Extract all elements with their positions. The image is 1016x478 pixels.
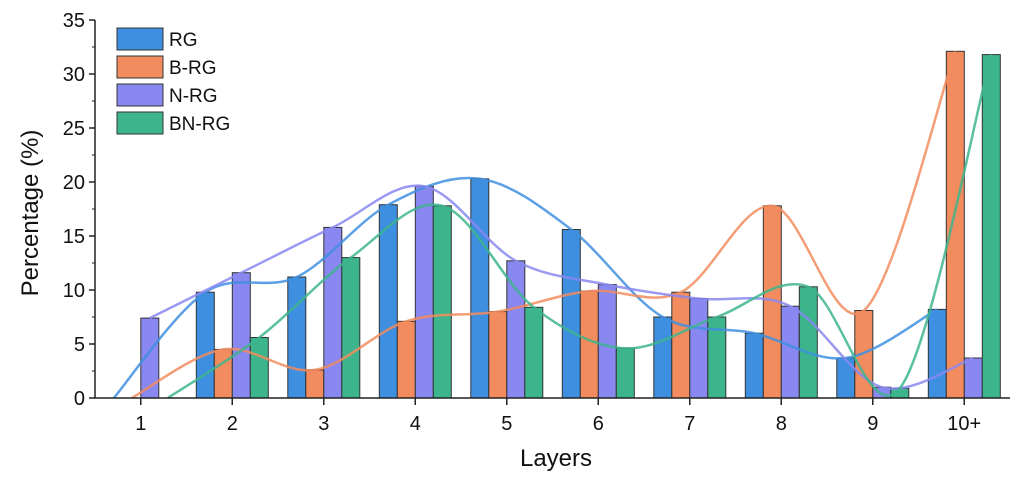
legend: RG B-RG N-RG BN-RG bbox=[116, 27, 230, 135]
fit-curves-layer bbox=[112, 50, 993, 400]
bar-rg-5 bbox=[470, 178, 490, 399]
bar-b-rg-6 bbox=[579, 290, 599, 399]
x-tick-label: 3 bbox=[318, 413, 329, 435]
y-tick-label: 35 bbox=[63, 10, 85, 32]
bar-rg-9 bbox=[836, 357, 856, 399]
bar-n-rg-8 bbox=[780, 305, 800, 399]
x-tick-label: 9 bbox=[867, 413, 878, 435]
legend-swatch-rg bbox=[116, 27, 164, 51]
axes-layer: 0 5 10 15 20 25 30 35 1 2 3 4 5 6 7 8 9 10+ bbox=[63, 10, 1010, 435]
bar-bn-rg-4 bbox=[432, 205, 452, 399]
bar-rg-7 bbox=[653, 316, 673, 399]
x-axis-title: Layers bbox=[520, 445, 592, 472]
y-tick-label: 0 bbox=[74, 388, 85, 410]
x-tick-label: 1 bbox=[135, 413, 146, 435]
bar-rg-4 bbox=[378, 204, 398, 399]
x-tick-label: 4 bbox=[410, 413, 421, 435]
bar-n-rg-3 bbox=[323, 226, 343, 399]
bar-bn-rg-2 bbox=[249, 337, 269, 399]
x-tick-label: 10+ bbox=[947, 413, 981, 435]
bar-bn-rg-6 bbox=[615, 347, 635, 399]
bar-n-rg-6 bbox=[597, 284, 617, 399]
bar-b-rg-5 bbox=[488, 311, 508, 399]
bar-rg-6 bbox=[561, 229, 581, 399]
y-tick-label: 25 bbox=[63, 118, 85, 140]
bar-b-rg-4 bbox=[396, 320, 416, 399]
y-tick-label: 30 bbox=[63, 64, 85, 86]
legend-swatch-n-rg bbox=[116, 83, 164, 107]
bar-bn-rg-3 bbox=[341, 257, 361, 399]
legend-swatch-bn-rg bbox=[116, 111, 164, 135]
bar-rg-3 bbox=[287, 276, 307, 399]
bar-b-rg-2 bbox=[213, 348, 233, 399]
bar-b-rg-10plus bbox=[945, 50, 965, 399]
fit-curve-b-rg bbox=[131, 50, 957, 400]
x-tick-label: 5 bbox=[501, 413, 512, 435]
bar-rg-10plus bbox=[927, 308, 947, 399]
legend-swatch-b-rg bbox=[116, 55, 164, 79]
legend-label-rg: RG bbox=[169, 30, 198, 51]
bar-bn-rg-10plus bbox=[981, 54, 1001, 399]
bar-b-rg-7 bbox=[671, 291, 691, 399]
bar-n-rg-10plus bbox=[963, 357, 983, 399]
x-tick-label: 6 bbox=[593, 413, 604, 435]
y-tick-label: 20 bbox=[63, 172, 85, 194]
bar-b-rg-3 bbox=[305, 369, 325, 399]
y-tick-label: 5 bbox=[74, 334, 85, 356]
bar-rg-2 bbox=[195, 291, 215, 399]
legend-label-bn-rg: BN-RG bbox=[169, 114, 230, 135]
bar-n-rg-2 bbox=[231, 272, 251, 399]
y-tick-label: 15 bbox=[63, 226, 85, 248]
bars-layer bbox=[140, 50, 1001, 399]
fit-curve-n-rg bbox=[149, 184, 974, 390]
bar-rg-8 bbox=[744, 332, 764, 399]
legend-label-n-rg: N-RG bbox=[169, 86, 218, 107]
bar-bn-rg-5 bbox=[524, 306, 544, 399]
y-tick-label: 10 bbox=[63, 280, 85, 302]
x-tick-label: 2 bbox=[227, 413, 238, 435]
bar-bn-rg-8 bbox=[798, 286, 818, 399]
bar-n-rg-4 bbox=[414, 185, 434, 399]
x-tick-label: 8 bbox=[776, 413, 787, 435]
fit-curve-bn-rg bbox=[167, 54, 993, 400]
bar-n-rg-7 bbox=[689, 298, 709, 399]
fit-curve-rg bbox=[112, 176, 938, 399]
legend-label-b-rg: B-RG bbox=[169, 58, 217, 79]
y-axis-title: Percentage (%) bbox=[17, 130, 44, 297]
x-tick-label: 7 bbox=[684, 413, 695, 435]
